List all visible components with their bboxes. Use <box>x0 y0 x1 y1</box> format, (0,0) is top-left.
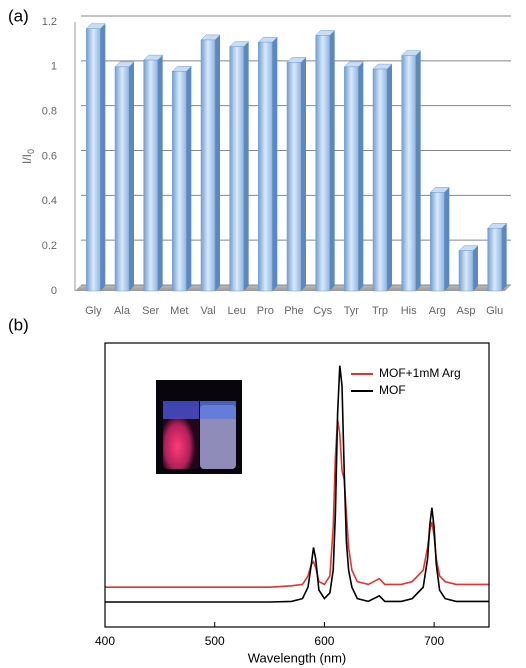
bar <box>315 35 330 292</box>
bar-side <box>387 64 392 291</box>
bar-side <box>186 66 192 291</box>
bar <box>143 59 158 292</box>
y-axis-label-sub: 0 <box>26 149 36 154</box>
x-tick-label: Gly <box>85 305 102 317</box>
inset-photo <box>156 380 242 474</box>
x-tick-label: His <box>401 305 417 317</box>
x-tick-label: Arg <box>429 305 446 317</box>
bar-side <box>215 34 220 291</box>
bar-side <box>100 23 106 291</box>
y-tick-label: 0.2 <box>42 240 57 252</box>
legend-label: MOF+1mM Arg <box>379 366 461 380</box>
bar <box>114 66 130 292</box>
bar <box>258 41 273 292</box>
y-tick-label: 0.8 <box>42 106 57 118</box>
x-tick-label: Asp <box>457 305 476 317</box>
bar-side <box>243 41 249 292</box>
spectrum-line <box>105 365 489 603</box>
bar-side <box>415 50 421 291</box>
bar-side <box>301 57 306 291</box>
bar <box>372 68 388 292</box>
y-tick-label: 0 <box>51 285 57 297</box>
y-tick-label: 0.6 <box>42 150 57 162</box>
bar <box>430 192 445 292</box>
x-axis-label: Wavelength (nm) <box>248 650 347 665</box>
bar <box>458 250 474 292</box>
bar-side <box>501 223 507 291</box>
x-tick-label: Val <box>200 305 215 317</box>
bar <box>86 28 101 292</box>
bar-side <box>129 61 134 292</box>
y-axis-label: I/I0 <box>20 149 36 164</box>
bar-side <box>444 187 450 291</box>
legend-label: MOF <box>379 383 406 397</box>
bar-side <box>329 30 335 291</box>
y-axis-label-main: I/I <box>20 154 34 164</box>
x-tick-label: Met <box>170 305 188 317</box>
bar <box>344 66 359 292</box>
plot-frame <box>104 342 490 628</box>
x-tick-label: 700 <box>424 634 444 648</box>
y-tick-label: 0.4 <box>42 195 57 207</box>
bar-side <box>473 245 478 291</box>
x-tick-label: 400 <box>95 634 115 648</box>
bar <box>200 39 216 292</box>
x-tick-label: Trp <box>372 305 388 317</box>
x-tick-label: Ala <box>114 305 131 317</box>
y-tick-label: 1.2 <box>42 16 57 28</box>
x-tick-label: Leu <box>227 305 245 317</box>
panel-label: (a) <box>8 6 29 25</box>
x-tick-label: 500 <box>205 634 225 648</box>
bar-side <box>272 37 278 291</box>
x-tick-label: Ser <box>142 305 159 317</box>
y-tick-label: 1 <box>51 61 57 73</box>
bar <box>401 55 416 292</box>
bar <box>286 62 302 292</box>
x-tick-label: Tyr <box>344 305 360 317</box>
bar <box>229 46 244 292</box>
x-tick-label: Phe <box>284 305 304 317</box>
x-tick-label: Pro <box>257 305 274 317</box>
x-tick-label: 600 <box>314 634 334 648</box>
x-tick-label: Cys <box>313 305 332 317</box>
bar <box>172 71 187 292</box>
bar <box>487 227 502 292</box>
x-tick-label: Glu <box>486 305 503 317</box>
panel-label: (b) <box>8 315 29 334</box>
bar-side <box>157 55 163 291</box>
bar-side <box>358 61 364 292</box>
